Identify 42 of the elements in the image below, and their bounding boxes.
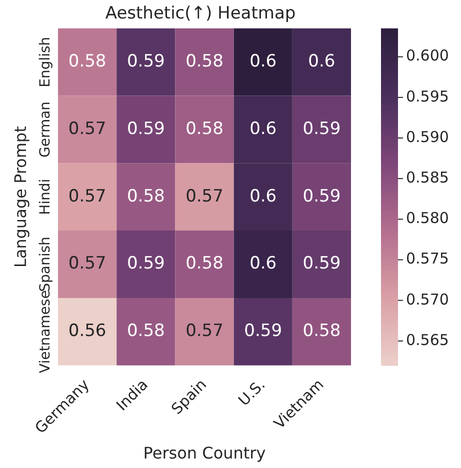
y-tick-label: German	[38, 101, 54, 158]
data-label: 0.59	[302, 186, 341, 206]
data-label: 0.58	[302, 321, 341, 342]
data-label: 0.57	[68, 254, 106, 274]
y-tick-label: Spanish	[38, 236, 54, 292]
data-label: 0.59	[126, 52, 165, 72]
data-label: 0.6	[250, 186, 277, 206]
x-tick-label: U.S.	[234, 376, 269, 410]
data-label: 0.59	[302, 118, 341, 139]
data-label: 0.58	[126, 321, 165, 342]
chart-title: Aesthetic(↑) Heatmap	[105, 4, 296, 24]
data-label: 0.6	[250, 52, 277, 72]
data-label: 0.59	[126, 254, 165, 274]
data-label: 0.58	[186, 52, 224, 72]
color-bar-label: 0.565	[406, 330, 449, 349]
color-bar-label: 0.585	[406, 168, 449, 186]
data-label: 0.57	[68, 186, 106, 206]
data-label: 0.59	[126, 118, 165, 139]
data-label: 0.59	[244, 321, 282, 342]
data-label: 0.57	[186, 186, 224, 206]
color-bar-label: 0.590	[406, 128, 449, 146]
color-bar-label: 0.580	[406, 209, 449, 228]
data-label: 0.58	[68, 52, 106, 72]
data-label: 0.6	[250, 254, 277, 274]
y-axis-title: Language Prompt	[11, 126, 30, 268]
y-tick-label: Hindi	[38, 178, 54, 215]
color-bar-label: 0.575	[406, 250, 449, 268]
y-tick-label: English	[38, 36, 54, 88]
data-label: 0.58	[186, 254, 224, 274]
data-label: 0.57	[186, 321, 224, 342]
data-label: 0.6	[308, 52, 336, 72]
data-label: 0.58	[186, 118, 224, 139]
color-bar-label: 0.570	[406, 290, 449, 308]
color-bar-label: 0.595	[406, 87, 449, 106]
x-axis-title: Person Country	[143, 444, 266, 463]
data-label: 0.57	[68, 118, 106, 139]
data-label: 0.6	[250, 118, 277, 139]
data-label: 0.58	[126, 186, 165, 206]
data-label: 0.56	[68, 321, 106, 342]
y-tick-label: Vietnamese	[38, 290, 54, 374]
data-label: 0.59	[302, 254, 341, 274]
color-bar-label: 0.600	[406, 46, 449, 65]
